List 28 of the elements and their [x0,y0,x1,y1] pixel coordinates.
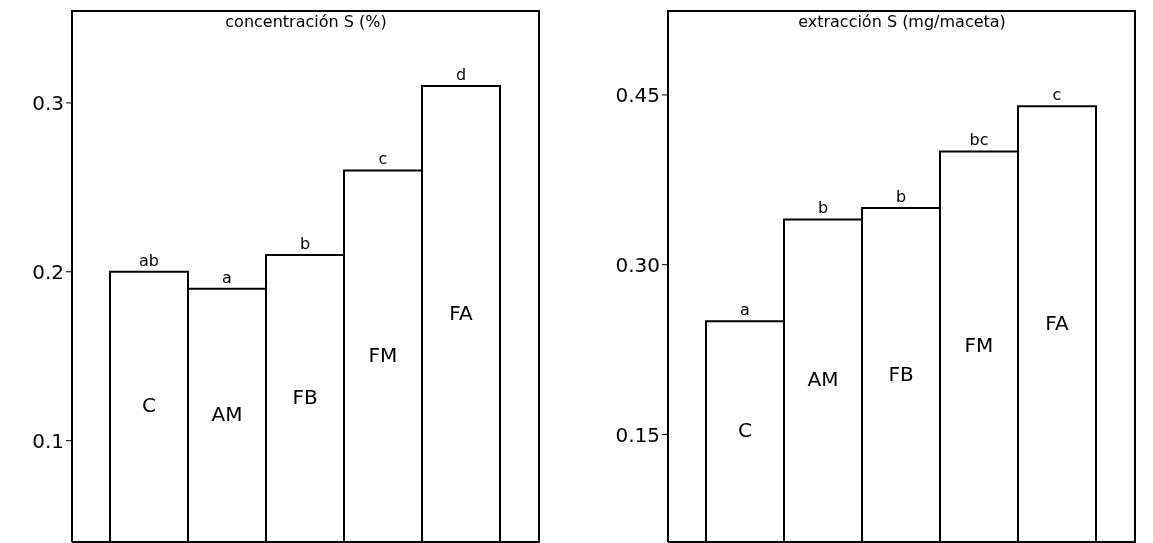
annotation: b [895,187,907,207]
x-tick-label: FA [449,300,473,325]
chart-title: concentración S (%) [224,12,388,31]
annotation: c [378,149,388,169]
y-tick-label: 0.3 [32,90,64,115]
y-tick-label: 0.45 [615,82,660,107]
x-tick-label: AM [807,367,839,392]
annotation: a [222,267,232,287]
x-tick-label: FB [292,384,318,409]
y-tick-label: 0.15 [615,422,660,447]
annotation: c [1052,85,1062,105]
x-tick-label: FB [888,361,914,386]
chart-title: extracción S (mg/maceta) [797,12,1007,31]
annotation: a [740,300,750,320]
x-tick-label: AM [211,401,243,426]
annotation: bc [969,130,989,150]
y-tick-label: 0.2 [32,259,64,284]
x-tick-label: C [738,418,752,443]
x-tick-label: FA [1045,310,1069,335]
annotation: d [455,65,467,84]
annotation: ab [139,250,159,270]
x-tick-label: FM [964,333,994,358]
x-tick-label: C [142,393,156,418]
y-tick-label: 0.1 [32,428,64,453]
y-tick-label: 0.30 [615,252,660,277]
annotation: b [817,198,829,218]
annotation: b [299,233,311,253]
x-tick-label: FM [368,342,398,367]
